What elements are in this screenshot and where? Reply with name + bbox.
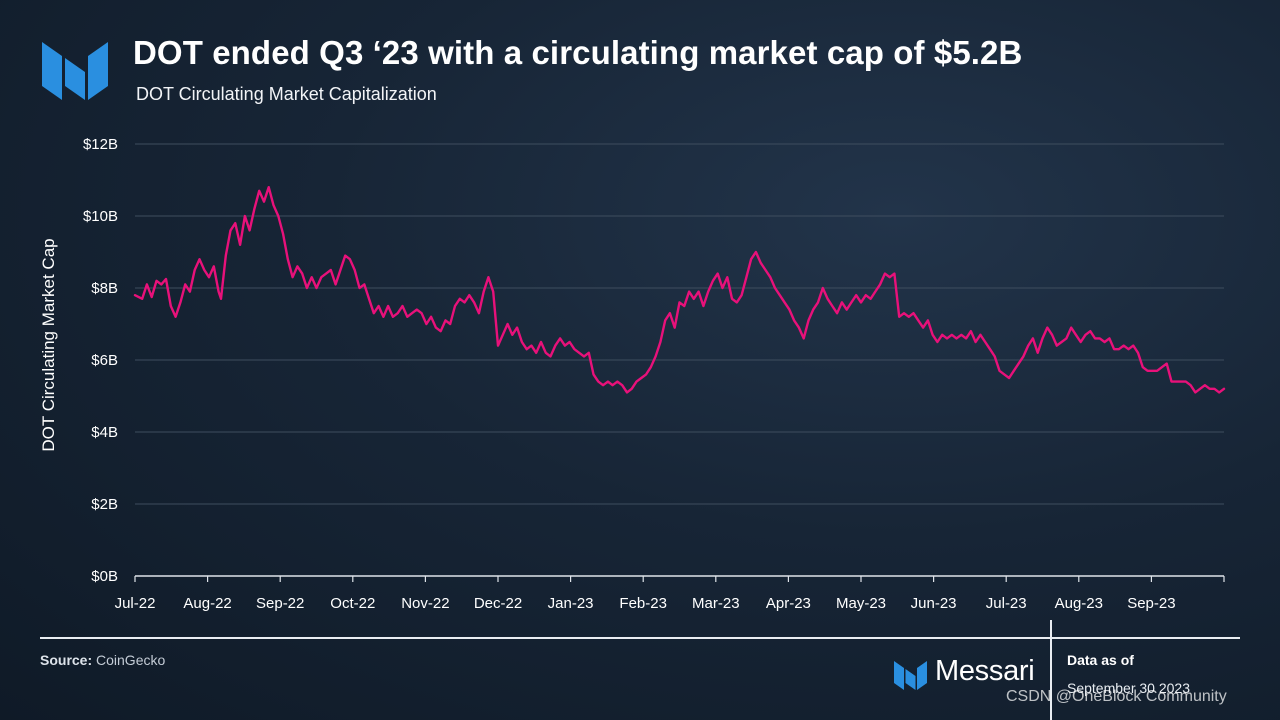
source-label: Source: xyxy=(40,652,93,668)
x-axis xyxy=(134,575,1225,582)
series-line-dot-market-cap xyxy=(133,186,1226,394)
watermark-text: CSDN @OneBlock Community xyxy=(1006,688,1227,705)
x-tick-label: May-23 xyxy=(836,595,886,612)
y-tick-label: $12B xyxy=(83,136,118,153)
data-as-of-date: September 30 2023 xyxy=(1067,680,1190,696)
footer-divider xyxy=(40,637,1240,639)
x-tick-label: Sep-22 xyxy=(256,595,304,612)
source-note: Source: CoinGecko xyxy=(40,652,165,668)
messari-logo-icon xyxy=(42,42,108,100)
x-tick-label: Sep-23 xyxy=(1127,595,1175,612)
y-tick-label: $6B xyxy=(91,352,118,369)
messari-brand-name: Messari xyxy=(935,655,1035,687)
x-tick-label: Aug-22 xyxy=(183,595,231,612)
chart-title: DOT ended Q3 ‘23 with a circulating mark… xyxy=(133,34,1023,71)
gridlines xyxy=(135,143,1224,505)
data-as-of-label: Data as of xyxy=(1067,652,1134,668)
y-tick-label: $10B xyxy=(83,208,118,225)
line-chart: $0B $2B $4B $6B $8B $10B $12B Jul-22 Aug-22 Sep-… xyxy=(39,136,1226,612)
x-tick-label: Apr-23 xyxy=(766,595,811,612)
y-axis-label: DOT Circulating Market Cap xyxy=(39,238,58,451)
y-tick-label: $4B xyxy=(91,424,118,441)
x-tick-labels: Jul-22 Aug-22 Sep-22 Oct-22 Nov-22 Dec-22 Jan-… xyxy=(115,595,1176,612)
x-tick-label: Aug-23 xyxy=(1055,595,1103,612)
source-value: CoinGecko xyxy=(96,652,166,668)
x-tick-label: Feb-23 xyxy=(619,595,667,612)
x-tick-label: Jan-23 xyxy=(548,595,594,612)
x-tick-label: Oct-22 xyxy=(330,595,375,612)
y-tick-label: $2B xyxy=(91,496,118,513)
footer-vertical-divider xyxy=(1050,620,1052,720)
x-tick-label: Jul-22 xyxy=(115,595,156,612)
x-tick-label: Nov-22 xyxy=(401,595,449,612)
messari-brand-icon xyxy=(894,661,927,690)
x-tick-label: Mar-23 xyxy=(692,595,740,612)
x-tick-label: Dec-22 xyxy=(474,595,522,612)
chart-subtitle: DOT Circulating Market Capitalization xyxy=(136,84,437,104)
y-tick-label: $8B xyxy=(91,280,118,297)
y-tick-label: $0B xyxy=(91,568,118,585)
y-tick-labels: $0B $2B $4B $6B $8B $10B $12B xyxy=(83,136,118,585)
x-tick-label: Jun-23 xyxy=(911,595,957,612)
x-tick-label: Jul-23 xyxy=(986,595,1027,612)
